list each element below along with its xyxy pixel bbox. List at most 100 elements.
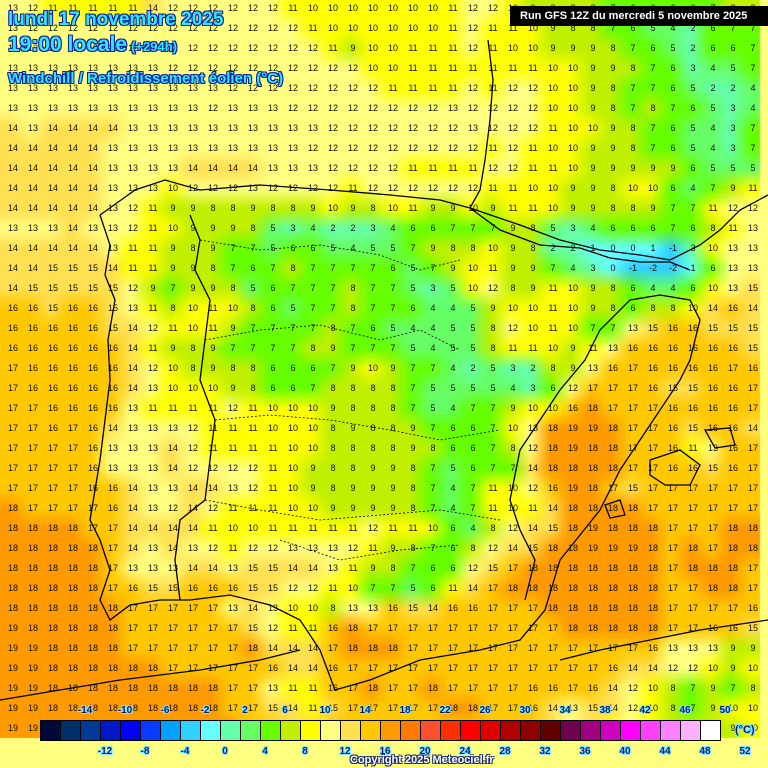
grid-value: 6 [310, 363, 316, 373]
grid-value: 13 [247, 183, 258, 193]
grid-value: 15 [747, 343, 758, 353]
grid-value: 12 [287, 43, 298, 53]
grid-value: 11 [88, 3, 98, 13]
grid-value: 6 [610, 223, 616, 233]
grid-value: 12 [27, 43, 38, 53]
grid-value: 7 [650, 83, 656, 93]
grid-value: 17 [507, 603, 518, 613]
grid-value: 7 [430, 423, 436, 433]
grid-value: 13 [27, 63, 38, 73]
grid-value: 17 [667, 603, 678, 613]
grid-value: 13 [227, 143, 238, 153]
grid-value: 17 [547, 643, 558, 653]
grid-value: 13 [527, 423, 538, 433]
grid-value: 7 [270, 323, 276, 333]
grid-value: 9 [390, 543, 396, 553]
grid-value: 12 [107, 23, 118, 33]
grid-value: 9 [350, 363, 356, 373]
grid-value: 7 [750, 63, 756, 73]
grid-value: 14 [287, 703, 298, 713]
grid-value: 11 [528, 203, 538, 213]
grid-value: 17 [407, 663, 418, 673]
grid-value: 12 [207, 543, 218, 553]
grid-value: 18 [587, 503, 598, 513]
legend-tick-bottom: 32 [539, 746, 551, 757]
grid-value: 17 [367, 663, 378, 673]
grid-value: 10 [207, 383, 218, 393]
legend-tick-bottom: 40 [619, 746, 631, 757]
grid-value: 12 [527, 483, 538, 493]
grid-value: 12 [287, 583, 298, 593]
grid-value: 18 [447, 703, 458, 713]
grid-value: 7 [690, 703, 696, 713]
grid-value: 9 [170, 263, 176, 273]
grid-value: 16 [667, 463, 678, 473]
grid-value: 10 [747, 703, 758, 713]
grid-value: 16 [627, 343, 638, 353]
grid-value: 17 [747, 403, 758, 413]
grid-value: 14 [627, 663, 638, 673]
grid-value: 7 [270, 263, 276, 273]
grid-value: 17 [167, 643, 178, 653]
grid-value: 16 [667, 363, 678, 373]
grid-value: 9 [410, 423, 416, 433]
grid-value: 17 [367, 623, 378, 633]
grid-value: 9 [210, 243, 216, 253]
grid-value: 4 [350, 243, 356, 253]
grid-value: 13 [7, 83, 18, 93]
grid-value: 10 [347, 3, 358, 13]
grid-value: 16 [67, 303, 78, 313]
grid-value: 8 [630, 63, 636, 73]
grid-value: 11 [708, 203, 718, 213]
grid-value: 8 [610, 83, 616, 93]
grid-value: 14 [227, 163, 238, 173]
grid-value: 13 [187, 143, 198, 153]
grid-value: 10 [327, 23, 338, 33]
grid-value: 18 [607, 623, 618, 633]
grid-value: 11 [508, 343, 518, 353]
grid-value: 11 [268, 483, 278, 493]
grid-value: 8 [330, 483, 336, 493]
grid-value: 12 [627, 683, 638, 693]
grid-value: 12 [367, 523, 378, 533]
grid-value: 16 [107, 343, 118, 353]
grid-value: 14 [187, 563, 198, 573]
grid-value: 12 [247, 83, 258, 93]
grid-value: 6 [670, 123, 676, 133]
grid-value: 14 [247, 603, 258, 613]
grid-value: 7 [370, 583, 376, 593]
grid-value: 19 [567, 423, 578, 433]
grid-value: 10 [187, 303, 198, 313]
grid-value: 10 [427, 523, 438, 533]
grid-value: 0 [610, 263, 616, 273]
grid-value: 10 [307, 3, 318, 13]
grid-value: 15 [707, 323, 718, 333]
grid-value: 11 [248, 443, 258, 453]
grid-value: 17 [67, 443, 78, 453]
grid-value: 8 [670, 303, 676, 313]
grid-value: -1 [628, 263, 637, 273]
grid-value: 15 [167, 583, 178, 593]
grid-value: 15 [47, 283, 58, 293]
grid-value: 8 [190, 243, 196, 253]
grid-value: 8 [370, 423, 376, 433]
grid-value: 14 [467, 583, 478, 593]
grid-value: 7 [230, 263, 236, 273]
grid-value: 18 [47, 603, 58, 613]
grid-value: 13 [127, 83, 138, 93]
grid-value: 5 [690, 143, 696, 153]
grid-value: 13 [147, 183, 158, 193]
grid-value: 11 [168, 323, 178, 333]
grid-value: 11 [328, 43, 338, 53]
grid-value: 13 [147, 563, 158, 573]
grid-value: 19 [7, 723, 18, 733]
grid-value: 13 [327, 543, 338, 553]
grid-value: 5 [430, 383, 436, 393]
grid-value: 12 [507, 523, 518, 533]
grid-value: 13 [227, 123, 238, 133]
grid-value: 10 [567, 163, 578, 173]
grid-value: 11 [448, 83, 458, 93]
grid-value: 11 [208, 403, 218, 413]
grid-value: 11 [248, 503, 258, 513]
